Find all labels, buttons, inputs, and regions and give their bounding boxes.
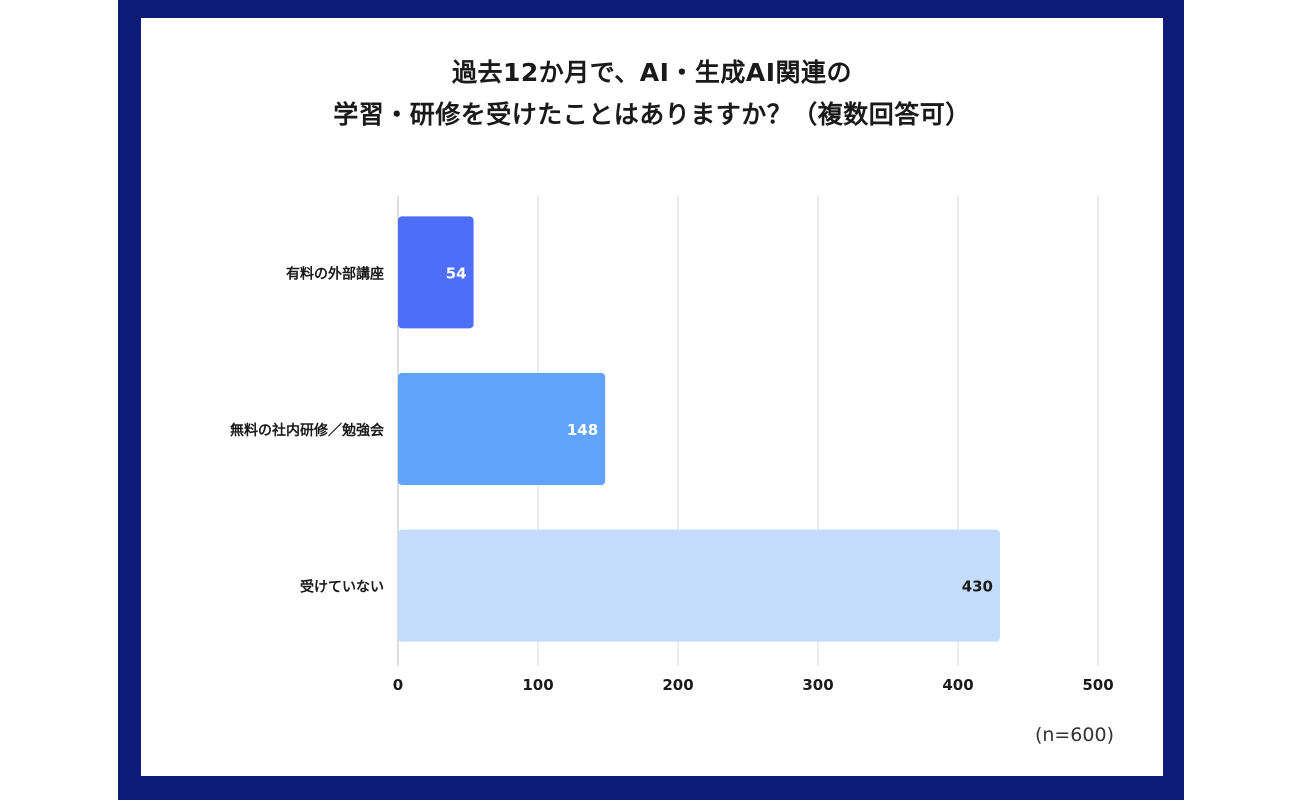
bar-3: [398, 529, 1000, 642]
chart-card: [141, 18, 1163, 776]
bars: [398, 216, 1000, 642]
bar-value-label-2: 148: [567, 421, 598, 439]
bar-1: [398, 216, 474, 329]
bar-value-label-1: 54: [446, 264, 467, 282]
x-tick-label-400: 400: [942, 676, 973, 694]
x-tick-label-100: 100: [522, 676, 553, 694]
category-label-1: 有料の外部講座: [286, 265, 384, 282]
x-tick-label-200: 200: [662, 676, 693, 694]
category-label-3: 受けていない: [300, 579, 384, 596]
x-tick-label-300: 300: [802, 676, 833, 694]
x-tick-label-500: 500: [1082, 676, 1113, 694]
bar-value-label-3: 430: [962, 578, 993, 596]
x-tick-label-0: 0: [393, 676, 403, 694]
sample-size-note: (n=600): [1034, 724, 1114, 746]
labels: 0 100 200 300 400 500 54 有料の外部講座 148 無料の社内研修／勉強会 4…: [230, 264, 1114, 694]
category-label-2: 無料の社内研修／勉強会: [230, 422, 385, 439]
chart-title: 過去12か月で、AI・生成AI関連の 学習・研修を受けたことはありますか？（複数…: [141, 52, 1163, 136]
chart-title-line-1: 過去12か月で、AI・生成AI関連の: [451, 58, 853, 87]
chart-title-line-2: 学習・研修を受けたことはありますか？（複数回答可）: [333, 100, 971, 129]
bar-2: [398, 373, 606, 485]
